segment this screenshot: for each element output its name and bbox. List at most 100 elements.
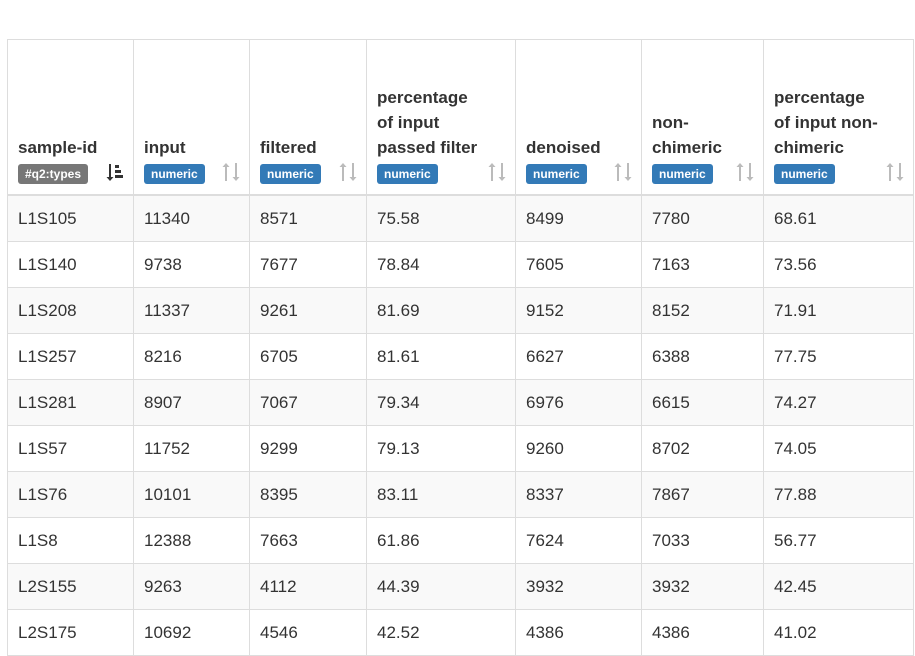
table-cell: 81.69: [366, 287, 516, 334]
column-header-label: percentage of input passed filter: [377, 88, 478, 157]
table-cell: 8907: [133, 379, 250, 426]
table-cell: 6627: [515, 333, 642, 380]
table-cell: 7163: [641, 241, 764, 288]
table-cell: 78.84: [366, 241, 516, 288]
table-row: L1S140 9738 7677 78.84 7605 7163 73.56: [7, 241, 914, 288]
table-cell: L1S140: [7, 241, 134, 288]
table-cell: 10101: [133, 471, 250, 518]
table-cell: 4386: [641, 609, 764, 656]
table-cell: 41.02: [763, 609, 914, 656]
table-cell: 7780: [641, 194, 764, 242]
table-cell: 42.52: [366, 609, 516, 656]
table-cell: L2S155: [7, 563, 134, 610]
table-cell: 3932: [515, 563, 642, 610]
column-type-badge: numeric: [260, 164, 321, 184]
column-header-4[interactable]: denoised numeric: [515, 39, 642, 196]
table-cell: 9299: [249, 425, 367, 472]
table-cell: 68.61: [763, 194, 914, 242]
table-cell: 8571: [249, 194, 367, 242]
table-cell: 44.39: [366, 563, 516, 610]
table-cell: L1S257: [7, 333, 134, 380]
sort-icon[interactable]: [613, 162, 633, 182]
table-row: L2S155 9263 4112 44.39 3932 3932 42.45: [7, 563, 914, 610]
table-cell: 4546: [249, 609, 367, 656]
table-cell: 8702: [641, 425, 764, 472]
column-type-badge: #q2:types: [18, 164, 89, 184]
table-row: L1S76 10101 8395 83.11 8337 7867 77.88: [7, 471, 914, 518]
sort-icon[interactable]: [221, 162, 241, 182]
table-cell: 11752: [133, 425, 250, 472]
sort-icon[interactable]: [338, 162, 358, 182]
table-cell: 11340: [133, 194, 250, 242]
table-cell: 3932: [641, 563, 764, 610]
column-header-0[interactable]: sample-id #q2:types: [7, 39, 134, 196]
table-cell: 6705: [249, 333, 367, 380]
table-body: L1S105 11340 8571 75.58 8499 7780 68.61 L1S140 9…: [7, 194, 914, 656]
column-type-badge: numeric: [774, 164, 835, 184]
table-cell: 7867: [641, 471, 764, 518]
column-header-label: sample-id: [18, 138, 98, 157]
table-cell: 7624: [515, 517, 642, 564]
table-cell: 73.56: [763, 241, 914, 288]
table-cell: L1S76: [7, 471, 134, 518]
table-cell: 6615: [641, 379, 764, 426]
column-header-label: filtered: [260, 138, 317, 157]
table-cell: 6388: [641, 333, 764, 380]
sort-amount-asc-icon[interactable]: [105, 162, 125, 182]
table-row: L1S208 11337 9261 81.69 9152 8152 71.91: [7, 287, 914, 334]
table-cell: L2S175: [7, 609, 134, 656]
table-cell: 11337: [133, 287, 250, 334]
table-cell: 8216: [133, 333, 250, 380]
table-cell: 9152: [515, 287, 642, 334]
column-type-badge: numeric: [144, 164, 205, 184]
table-cell: 8337: [515, 471, 642, 518]
table-cell: 9263: [133, 563, 250, 610]
table-cell: L1S105: [7, 194, 134, 242]
table-cell: 71.91: [763, 287, 914, 334]
table-cell: L1S208: [7, 287, 134, 334]
column-header-5[interactable]: non-chimeric numeric: [641, 39, 764, 196]
table-cell: 77.75: [763, 333, 914, 380]
table-cell: 42.45: [763, 563, 914, 610]
sort-icon[interactable]: [735, 162, 755, 182]
column-type-badge: numeric: [377, 164, 438, 184]
column-header-label: percentage of input non-chimeric: [774, 88, 878, 157]
table-cell: 9261: [249, 287, 367, 334]
column-header-1[interactable]: input numeric: [133, 39, 250, 196]
column-header-6[interactable]: percentage of input non-chimeric numeric: [763, 39, 914, 196]
metadata-table: sample-id #q2:types input numeric filtered nu…: [7, 39, 914, 656]
table-cell: 6976: [515, 379, 642, 426]
table-cell: 4112: [249, 563, 367, 610]
column-type-badge: numeric: [652, 164, 713, 184]
table-cell: 74.05: [763, 425, 914, 472]
table-cell: 12388: [133, 517, 250, 564]
table-cell: L1S281: [7, 379, 134, 426]
column-header-3[interactable]: percentage of input passed filter numeric: [366, 39, 516, 196]
table-row: L1S8 12388 7663 61.86 7624 7033 56.77: [7, 517, 914, 564]
sort-icon[interactable]: [487, 162, 507, 182]
table-cell: 9260: [515, 425, 642, 472]
table-cell: L1S8: [7, 517, 134, 564]
table-row: L1S257 8216 6705 81.61 6627 6388 77.75: [7, 333, 914, 380]
column-header-label: input: [144, 138, 186, 157]
table-cell: 9738: [133, 241, 250, 288]
table-cell: 77.88: [763, 471, 914, 518]
table-row: L1S57 11752 9299 79.13 9260 8702 74.05: [7, 425, 914, 472]
table-cell: 8395: [249, 471, 367, 518]
sort-icon[interactable]: [885, 162, 905, 182]
table-container: sample-id #q2:types input numeric filtered nu…: [7, 39, 914, 656]
table-cell: 7677: [249, 241, 367, 288]
table-cell: 61.86: [366, 517, 516, 564]
table-cell: 7605: [515, 241, 642, 288]
column-header-label: non-chimeric: [652, 113, 722, 157]
column-type-badge: numeric: [526, 164, 587, 184]
table-cell: 8152: [641, 287, 764, 334]
table-cell: 7663: [249, 517, 367, 564]
table-cell: 7067: [249, 379, 367, 426]
table-cell: 79.34: [366, 379, 516, 426]
table-cell: 81.61: [366, 333, 516, 380]
table-cell: 56.77: [763, 517, 914, 564]
column-header-2[interactable]: filtered numeric: [249, 39, 367, 196]
table-cell: 10692: [133, 609, 250, 656]
table-cell: 83.11: [366, 471, 516, 518]
